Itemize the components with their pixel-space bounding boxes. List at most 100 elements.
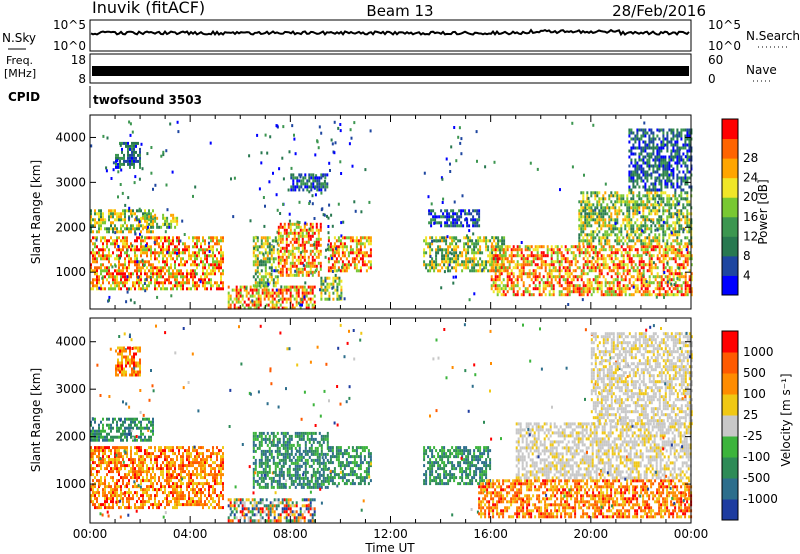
- heatmap-cell: [112, 212, 114, 216]
- heatmap-cell: [295, 303, 298, 307]
- heatmap-cell: [657, 200, 660, 204]
- heatmap-cell: [668, 278, 671, 282]
- heatmap-cell: [158, 272, 160, 276]
- heatmap-cell: [115, 156, 117, 160]
- heatmap-cell: [367, 254, 370, 258]
- heatmap-cell: [188, 245, 190, 249]
- heatmap-cell: [182, 263, 184, 267]
- heatmap-cell: [130, 275, 132, 279]
- heatmap-cell: [636, 269, 639, 273]
- heatmap-cell: [459, 239, 462, 243]
- heatmap-cell: [500, 266, 503, 270]
- heatmap-cell: [518, 245, 521, 249]
- heatmap-cell: [108, 269, 110, 273]
- heatmap-cell: [634, 161, 637, 165]
- heatmap-cell: [532, 281, 535, 285]
- velocity-heatmap: [90, 323, 693, 523]
- heatmap-cell: [642, 194, 645, 198]
- heatmap-cell: [212, 260, 214, 264]
- heatmap-cell: [540, 254, 543, 258]
- heatmap-cell: [600, 257, 603, 261]
- heatmap-cell: [301, 267, 304, 271]
- heatmap-cell: [127, 147, 129, 151]
- heatmap-cell: [542, 254, 545, 258]
- heatmap-cell: [614, 239, 617, 243]
- heatmap-cell: [138, 263, 140, 267]
- heatmap-cell: [98, 275, 100, 279]
- heatmap-cell: [648, 218, 651, 222]
- heatmap-cell: [642, 161, 645, 165]
- heatmap-cell: [628, 176, 631, 180]
- heatmap-cell: [652, 152, 655, 156]
- heatmap-cell: [626, 215, 629, 219]
- heatmap-cell: [664, 182, 667, 186]
- heatmap-cell: [90, 488, 92, 492]
- heatmap-cell: [365, 236, 368, 240]
- heatmap-cell: [355, 266, 358, 270]
- heatmap-cell: [676, 143, 679, 147]
- heatmap-cell: [220, 272, 222, 276]
- heatmap-cell: [343, 269, 346, 273]
- heatmap-cell: [128, 245, 130, 249]
- heatmap-cell: [218, 251, 220, 255]
- heatmap-cell: [688, 257, 691, 261]
- heatmap-cell: [676, 275, 679, 279]
- heatmap-cell: [315, 267, 318, 271]
- heatmap-cell: [327, 245, 330, 249]
- y-tick-label: 1000: [55, 265, 86, 279]
- heatmap-cell: [646, 191, 649, 195]
- heatmap-cell: [301, 249, 304, 253]
- heatmap-cell: [660, 173, 663, 177]
- heatmap-cell: [640, 257, 643, 261]
- heatmap-cell: [96, 269, 98, 273]
- heatmap-cell: [608, 221, 611, 225]
- heatmap-cell: [343, 297, 346, 301]
- heatmap-cell: [642, 260, 645, 264]
- heatmap-cell: [558, 290, 561, 294]
- heatmap-cell: [616, 269, 619, 273]
- heatmap-cell: [674, 251, 677, 255]
- heatmap-cell: [642, 293, 645, 297]
- heatmap-cell: [222, 260, 224, 264]
- heatmap-cell: [144, 236, 146, 240]
- heatmap-cell: [584, 203, 587, 207]
- heatmap-cell: [676, 131, 679, 135]
- heatmap-cell: [640, 203, 643, 207]
- heatmap-cell: [614, 206, 617, 210]
- heatmap-cell: [170, 287, 172, 291]
- heatmap-cell: [318, 188, 321, 192]
- heatmap-cell: [94, 452, 96, 456]
- heatmap-cell: [628, 233, 631, 237]
- heatmap-cell: [624, 239, 627, 243]
- heatmap-cell: [672, 149, 675, 153]
- heatmap-cell: [690, 287, 693, 291]
- heatmap-cell: [136, 236, 138, 240]
- heatmap-cell: [478, 218, 481, 222]
- heatmap-cell: [536, 245, 539, 249]
- heatmap-cell: [544, 263, 547, 267]
- heatmap-cell: [297, 246, 300, 250]
- heatmap-cell: [686, 164, 689, 168]
- heatmap-cell: [132, 227, 134, 231]
- heatmap-cell: [132, 209, 134, 213]
- heatmap-cell: [512, 287, 515, 291]
- heatmap-cell: [628, 215, 631, 219]
- heatmap-cell: [150, 236, 152, 240]
- heatmap-cell: [604, 191, 607, 195]
- heatmap-cell: [684, 140, 687, 144]
- heatmap-cell: [317, 240, 320, 244]
- heatmap-cell: [311, 255, 314, 259]
- heatmap-cell: [436, 221, 439, 225]
- heatmap-cell: [138, 248, 140, 252]
- heatmap-cell: [164, 219, 167, 223]
- heatmap-cell: [668, 248, 671, 252]
- colorbar-tick-label: 20: [743, 190, 758, 204]
- heatmap-cell: [313, 261, 316, 265]
- heatmap-cell: [295, 294, 298, 298]
- heatmap-cell: [355, 239, 358, 243]
- heatmap-cell: [160, 269, 162, 273]
- heatmap-cell: [658, 236, 661, 240]
- heatmap-cell: [650, 173, 653, 177]
- heatmap-cell: [628, 134, 631, 138]
- heatmap-cell: [670, 245, 673, 249]
